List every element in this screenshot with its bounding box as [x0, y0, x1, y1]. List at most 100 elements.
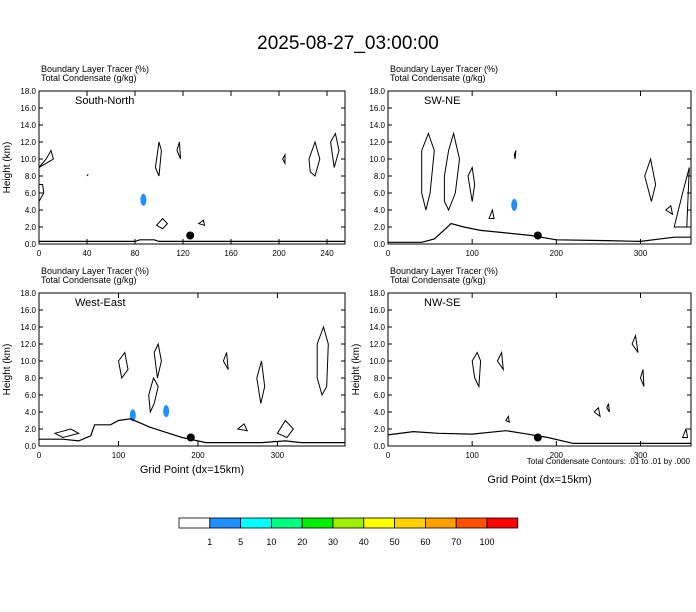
condensate-contour	[53, 428, 81, 439]
condensate-contour	[471, 351, 482, 389]
tracer-fill	[129, 409, 136, 422]
condensate-contour	[644, 157, 657, 202]
panels: Boundary Layer Tracer (%) Total Condensat…	[2, 64, 692, 486]
condensate-contour	[443, 131, 461, 212]
y-tick-label: 16.0	[369, 306, 385, 315]
condensate-contour	[606, 403, 610, 413]
condensate-contour	[148, 376, 159, 414]
condensate-contour	[316, 325, 329, 397]
condensate-contour	[176, 141, 182, 160]
panel-label: West-East	[75, 297, 126, 309]
condensate-contour	[513, 150, 517, 160]
colorbar-swatch	[394, 517, 426, 529]
condensate-contour	[330, 132, 340, 168]
condensate-contour	[222, 352, 229, 370]
y-tick-label: 10.0	[20, 357, 36, 366]
condensate-contour	[505, 414, 510, 424]
y-tick-label: 12.0	[20, 340, 36, 349]
colorbar-swatch	[209, 517, 242, 529]
panel-header-tracer: Boundary Layer Tracer (%)	[41, 64, 149, 74]
y-tick-label: 16.0	[369, 104, 385, 113]
condensate-contour	[256, 360, 266, 404]
condensate-contour	[467, 165, 476, 202]
y-tick-label: 0.0	[25, 240, 37, 249]
y-tick-label: 8.0	[25, 172, 37, 181]
y-tick-label: 2.0	[374, 223, 386, 232]
location-marker	[533, 231, 542, 240]
condensate-contour	[593, 406, 601, 418]
y-tick-label: 6.0	[25, 189, 37, 198]
condensate-contour	[631, 333, 639, 353]
y-tick-label: 14.0	[20, 121, 36, 130]
colorbar-swatch	[332, 517, 365, 529]
y-tick-label: 6.0	[374, 391, 386, 400]
terrain-line	[388, 430, 691, 444]
x-tick-label: 0	[37, 249, 42, 258]
y-axis-label: Height (km)	[2, 142, 13, 194]
figure-title: 2025-08-27_03:00:00	[257, 33, 439, 54]
condensate-contour	[664, 204, 674, 216]
condensate-contour	[308, 140, 321, 177]
y-tick-label: 4.0	[25, 408, 37, 417]
y-tick-label: 0.0	[374, 442, 386, 451]
colorbar-label: 5	[238, 537, 243, 547]
colorbar-label: 60	[420, 537, 430, 547]
colorbar-swatch	[240, 517, 272, 529]
plot-frame	[387, 292, 692, 447]
condensate-contour	[236, 423, 249, 432]
y-axis-label: Height (km)	[2, 344, 13, 396]
condensate-contour	[681, 427, 689, 438]
panel-header-condensate: Total Condensate (g/kg)	[41, 275, 137, 285]
condensate-contour	[488, 208, 495, 219]
x-tick-label: 100	[465, 249, 479, 258]
colorbar-label: 30	[328, 537, 338, 547]
condensate-contour	[639, 369, 645, 387]
y-tick-label: 10.0	[369, 155, 385, 164]
y-tick-label: 0.0	[374, 240, 386, 249]
colorbar-label: 50	[390, 537, 400, 547]
location-marker	[186, 231, 195, 240]
colorbar-swatch	[301, 517, 334, 529]
y-tick-label: 18.0	[20, 289, 36, 298]
colorbar-label: 20	[297, 537, 307, 547]
condensate-contour	[154, 141, 162, 177]
plot-area	[388, 333, 691, 444]
location-marker	[533, 433, 542, 442]
colorbar-swatch	[178, 517, 211, 529]
x-tick-label: 240	[320, 249, 334, 258]
condensate-contour	[496, 350, 504, 372]
x-tick-label: 200	[550, 451, 564, 460]
x-tick-label: 300	[634, 249, 648, 258]
condensate-contour	[155, 217, 169, 230]
y-tick-label: 12.0	[20, 138, 36, 147]
plot-frame	[387, 90, 692, 245]
x-tick-label: 160	[224, 249, 238, 258]
y-tick-label: 0.0	[25, 442, 37, 451]
panel-label: NW-SE	[424, 297, 460, 309]
x-axis-label: Grid Point (dx=15km)	[487, 474, 591, 486]
x-tick-label: 200	[272, 249, 286, 258]
y-tick-label: 4.0	[374, 206, 386, 215]
y-tick-label: 16.0	[20, 306, 36, 315]
condensate-contour	[39, 184, 45, 203]
y-tick-label: 12.0	[369, 340, 385, 349]
panel-label: SW-NE	[424, 95, 460, 107]
tracer-fill	[163, 405, 170, 418]
x-tick-label: 0	[386, 451, 391, 460]
panel-label: South-North	[75, 95, 134, 107]
colorbar-label: 40	[359, 537, 369, 547]
x-tick-label: 40	[83, 249, 92, 258]
colorbar-label: 10	[266, 537, 276, 547]
y-tick-label: 2.0	[374, 425, 386, 434]
colorbar-label: 100	[479, 537, 494, 547]
y-tick-label: 8.0	[374, 172, 386, 181]
panel-sw-ne: Boundary Layer Tracer (%)Total Condensat…	[369, 64, 692, 258]
x-tick-label: 200	[191, 451, 205, 460]
y-tick-label: 18.0	[369, 289, 385, 298]
x-tick-label: 0	[37, 451, 42, 460]
colorbar-swatch	[424, 517, 457, 529]
y-tick-label: 2.0	[25, 223, 37, 232]
condensate-contour	[282, 152, 286, 166]
tracer-fill	[511, 198, 518, 211]
y-tick-label: 18.0	[369, 87, 385, 96]
